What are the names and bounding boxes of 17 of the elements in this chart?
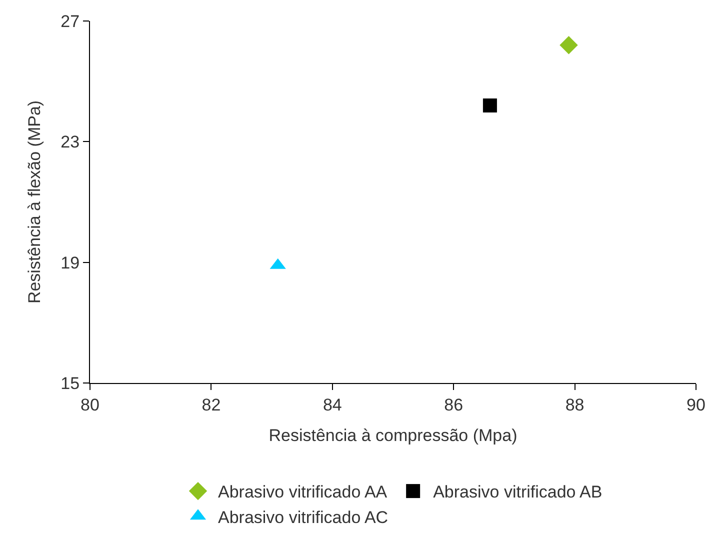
y-tick-label: 15 [60, 374, 80, 393]
point [560, 36, 578, 54]
point [482, 98, 497, 112]
x-tick-label: 84 [322, 395, 342, 414]
y-axis-title: Resistência à flexão (MPa) [25, 100, 44, 304]
x-tick-label: 88 [565, 395, 584, 414]
x-tick-label: 80 [80, 395, 100, 414]
y-tick-label: 23 [60, 132, 80, 152]
legend-label: Abrasivo vitrificado AC [218, 508, 388, 527]
x-tick-label: 90 [686, 395, 706, 414]
x-axis-title: Resistência à compressão (Mpa) [268, 426, 518, 445]
x-tick-label: 86 [444, 395, 464, 414]
x-tick-label: 82 [202, 395, 221, 414]
y-tick-label: 19 [60, 253, 80, 272]
y-tick-label: 27 [60, 12, 80, 31]
legend-label: Abrasivo vitrificado AB [433, 482, 602, 502]
legend-label: Abrasivo vitrificado AA [218, 482, 388, 502]
